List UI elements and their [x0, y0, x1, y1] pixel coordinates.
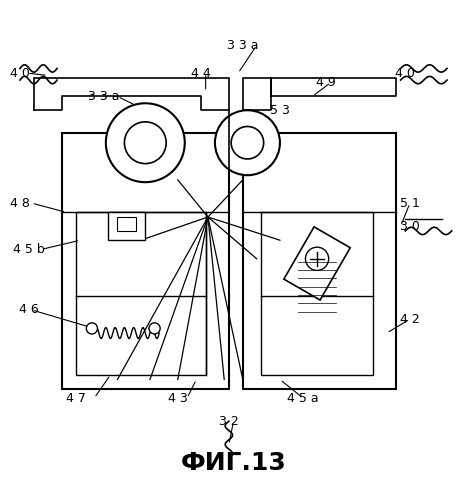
Polygon shape [243, 78, 396, 110]
Text: 4 4: 4 4 [191, 66, 211, 80]
Circle shape [149, 323, 160, 334]
Circle shape [124, 122, 166, 164]
Text: 4 5 b: 4 5 b [14, 243, 45, 256]
Text: ФИГ.13: ФИГ.13 [181, 451, 286, 475]
Bar [76, 213, 205, 375]
Bar [62, 133, 229, 389]
Text: 4 0: 4 0 [396, 66, 415, 80]
Bar [262, 213, 373, 375]
Text: 3 0: 3 0 [400, 220, 420, 233]
Circle shape [305, 247, 329, 270]
Circle shape [106, 103, 185, 182]
Text: 4 5 a: 4 5 a [287, 392, 319, 405]
Circle shape [215, 110, 280, 175]
Text: 4 0: 4 0 [10, 66, 30, 80]
Polygon shape [284, 227, 350, 300]
Text: 4 2: 4 2 [400, 313, 420, 326]
Text: 4 3: 4 3 [168, 392, 188, 405]
Text: 4 7: 4 7 [66, 392, 85, 405]
Text: 4 6: 4 6 [19, 303, 39, 316]
Bar [108, 213, 145, 240]
Text: 3 2: 3 2 [219, 415, 239, 428]
Text: 3 3 a: 3 3 a [88, 90, 119, 103]
Circle shape [86, 323, 98, 334]
Text: 5 1: 5 1 [400, 197, 420, 210]
Text: 3 3 a: 3 3 a [227, 39, 259, 52]
Bar [117, 217, 136, 231]
Polygon shape [34, 78, 229, 110]
Circle shape [231, 126, 264, 159]
Text: 4 8: 4 8 [10, 197, 30, 210]
Text: 4 9: 4 9 [317, 76, 336, 89]
Bar [243, 133, 396, 389]
Text: 5 3: 5 3 [270, 104, 290, 117]
